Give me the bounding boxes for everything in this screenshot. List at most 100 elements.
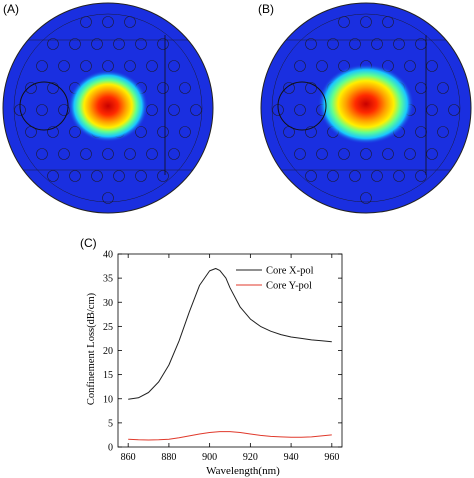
air-hole: [305, 38, 317, 50]
air-hole: [58, 60, 70, 72]
air-hole: [25, 82, 37, 94]
air-hole: [316, 60, 328, 72]
air-hole: [69, 38, 81, 50]
air-hole: [415, 82, 427, 94]
air-hole: [382, 148, 394, 160]
mode-field-plot-a: [2, 2, 214, 214]
air-hole: [437, 126, 449, 138]
large-air-hole: [19, 81, 69, 131]
air-hole: [102, 148, 114, 160]
air-hole: [393, 170, 405, 182]
air-hole: [426, 104, 438, 116]
air-hole: [404, 60, 416, 72]
x-tick-label: 900: [202, 452, 217, 463]
air-hole: [426, 60, 438, 72]
air-hole: [393, 38, 405, 50]
air-hole: [157, 126, 169, 138]
air-hole: [36, 60, 48, 72]
air-hole: [47, 82, 59, 94]
air-hole: [327, 38, 339, 50]
x-axis-label: Wavelength(nm): [206, 465, 280, 477]
air-hole: [448, 104, 460, 116]
y-tick-label: 20: [103, 346, 113, 357]
air-hole: [179, 82, 191, 94]
air-hole: [371, 170, 383, 182]
panel-label-a: (A): [3, 2, 19, 16]
air-hole: [305, 126, 317, 138]
air-hole: [305, 170, 317, 182]
y-tick-label: 25: [103, 322, 113, 333]
mode-field-plot-b: [260, 2, 472, 214]
legend-label: Core Y-pol: [266, 281, 312, 292]
y-tick-label: 5: [108, 418, 113, 429]
y-tick-label: 30: [103, 298, 113, 309]
air-hole: [124, 148, 136, 160]
air-hole: [135, 38, 147, 50]
air-hole: [360, 148, 372, 160]
air-hole: [47, 170, 59, 182]
y-tick-label: 35: [103, 274, 113, 285]
air-hole: [135, 170, 147, 182]
air-hole: [168, 104, 180, 116]
x-tick-label: 960: [324, 452, 339, 463]
core-mode-hotspot: [318, 64, 414, 144]
air-hole: [113, 170, 125, 182]
air-hole: [47, 126, 59, 138]
air-hole: [168, 148, 180, 160]
air-hole: [113, 38, 125, 50]
air-hole: [168, 60, 180, 72]
y-tick-label: 15: [103, 370, 113, 381]
air-hole: [190, 104, 202, 116]
air-hole: [36, 104, 48, 116]
air-hole: [360, 192, 372, 204]
air-hole: [426, 148, 438, 160]
air-hole: [349, 170, 361, 182]
y-axis-label: Confinement Loss(dB/cm): [86, 292, 97, 405]
air-hole: [179, 126, 191, 138]
air-hole: [316, 148, 328, 160]
air-hole: [146, 148, 158, 160]
y-tick-label: 0: [108, 443, 113, 454]
air-hole: [338, 148, 350, 160]
air-hole: [157, 170, 169, 182]
air-hole: [415, 38, 427, 50]
air-hole: [91, 38, 103, 50]
air-hole: [36, 148, 48, 160]
x-tick-label: 920: [243, 452, 258, 463]
air-hole: [157, 82, 169, 94]
air-hole: [58, 148, 70, 160]
air-hole: [69, 170, 81, 182]
air-hole: [437, 82, 449, 94]
large-air-hole: [277, 81, 327, 131]
air-hole: [102, 192, 114, 204]
air-hole: [305, 82, 317, 94]
air-hole: [294, 148, 306, 160]
air-hole: [283, 82, 295, 94]
x-tick-label: 940: [284, 452, 299, 463]
legend-label: Core X-pol: [266, 266, 314, 277]
air-hole: [102, 16, 114, 28]
panel-label-b: (B): [258, 2, 274, 16]
air-hole: [80, 148, 92, 160]
air-hole: [47, 38, 59, 50]
air-hole: [294, 60, 306, 72]
air-hole: [371, 38, 383, 50]
confinement-loss-chart: 860 880 900 920 940 960 0 5 10 15 20 25 30 35 40 Core …: [86, 250, 343, 477]
air-hole: [80, 60, 92, 72]
x-tick-label: 880: [161, 452, 176, 463]
air-hole: [124, 60, 136, 72]
air-hole-lattice: [14, 16, 202, 204]
series-line-1: [128, 268, 332, 400]
air-hole: [360, 16, 372, 28]
air-hole: [404, 148, 416, 160]
x-tick-label: 860: [121, 452, 136, 463]
core-mode-hotspot: [68, 70, 148, 142]
air-hole: [415, 126, 427, 138]
air-hole: [157, 38, 169, 50]
y-tick-label: 10: [103, 394, 113, 405]
air-hole: [349, 38, 361, 50]
panel-label-c: (C): [80, 236, 97, 250]
y-tick-label: 40: [103, 250, 113, 261]
air-hole: [146, 60, 158, 72]
air-hole: [415, 170, 427, 182]
